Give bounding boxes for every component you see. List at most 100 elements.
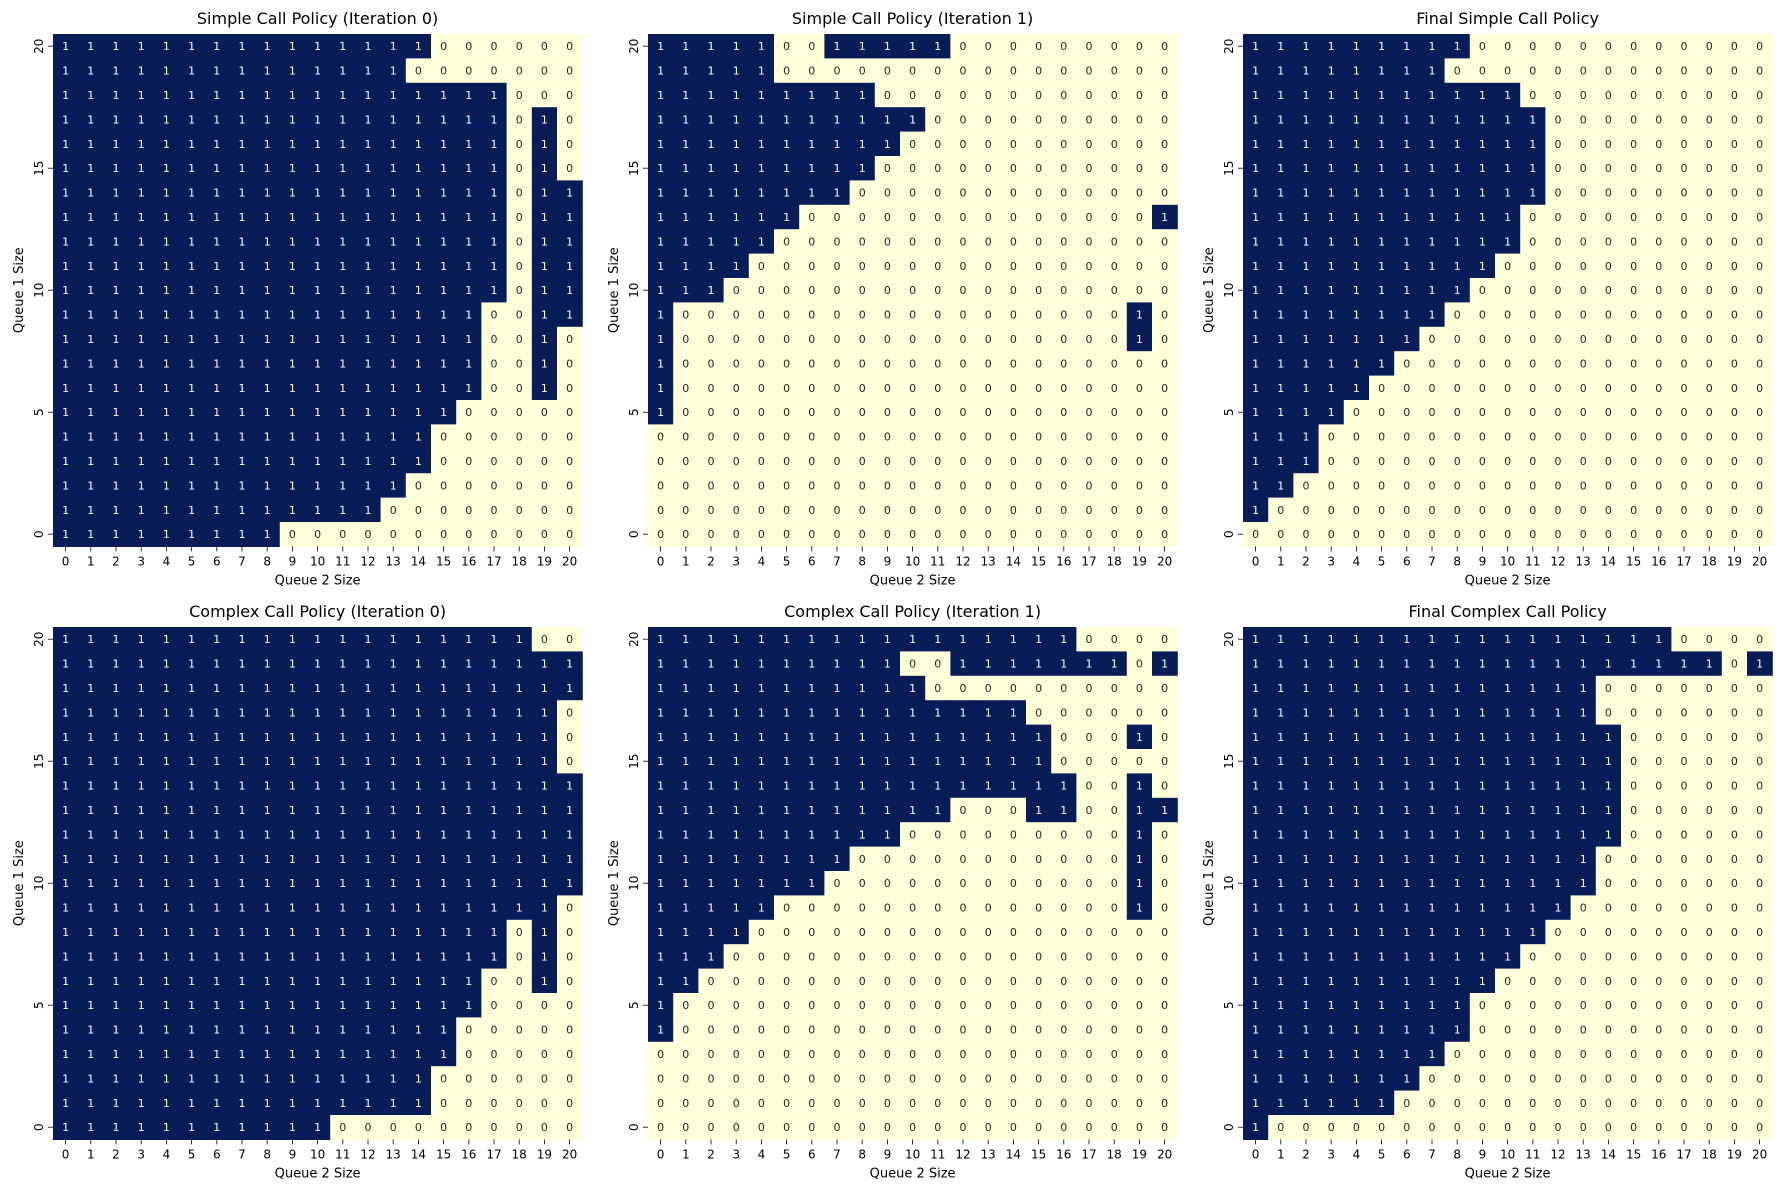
cell-annotation: 1 <box>239 211 246 224</box>
cell-annotation: 0 <box>682 1097 689 1110</box>
cell-annotation: 1 <box>188 89 195 102</box>
cell-annotation: 0 <box>1161 1121 1168 1134</box>
cell-annotation: 1 <box>1353 187 1360 200</box>
cell-annotation: 1 <box>758 877 765 890</box>
cell-annotation: 1 <box>138 504 145 517</box>
x-tick-label: 13 <box>981 554 996 568</box>
cell-annotation: 0 <box>1706 284 1713 297</box>
cell-annotation: 1 <box>62 706 69 719</box>
cell-annotation: 0 <box>1060 1024 1067 1037</box>
x-tick-label: 10 <box>905 554 920 568</box>
cell-annotation: 0 <box>1529 406 1536 419</box>
cell-annotation: 1 <box>657 211 664 224</box>
cell-annotation: 0 <box>1161 309 1168 322</box>
cell-annotation: 0 <box>1630 406 1637 419</box>
cell-annotation: 1 <box>541 260 548 273</box>
cell-annotation: 0 <box>808 357 815 370</box>
cell-annotation: 1 <box>758 755 765 768</box>
cell-annotation: 0 <box>1136 65 1143 78</box>
cell-annotation: 0 <box>1136 187 1143 200</box>
cell-annotation: 1 <box>138 65 145 78</box>
cell-annotation: 1 <box>87 113 94 126</box>
cell-annotation: 1 <box>213 780 220 793</box>
cell-annotation: 1 <box>390 113 397 126</box>
heatmap-cell <box>78 82 104 108</box>
cell-annotation: 0 <box>1111 999 1118 1012</box>
cell-annotation: 1 <box>1403 284 1410 297</box>
cell-annotation: 0 <box>834 926 841 939</box>
x-tick-label: 8 <box>263 554 271 568</box>
cell-annotation: 0 <box>1010 1024 1017 1037</box>
cell-annotation: 1 <box>138 431 145 444</box>
cell-annotation: 0 <box>566 504 573 517</box>
cell-annotation: 1 <box>138 211 145 224</box>
cell-annotation: 1 <box>365 926 372 939</box>
x-tick-label: 7 <box>238 1147 246 1161</box>
cell-annotation: 0 <box>1161 877 1168 890</box>
cell-annotation: 1 <box>264 162 271 175</box>
cell-annotation: 0 <box>1605 455 1612 468</box>
cell-annotation: 1 <box>758 658 765 671</box>
cell-annotation: 0 <box>440 65 447 78</box>
cell-annotation: 1 <box>314 658 321 671</box>
cell-annotation: 1 <box>314 975 321 988</box>
cell-annotation: 1 <box>113 211 120 224</box>
cell-annotation: 0 <box>960 211 967 224</box>
cell-annotation: 0 <box>1060 89 1067 102</box>
cell-annotation: 0 <box>1580 382 1587 395</box>
y-axis-label: Queue 1 Size <box>1202 247 1217 333</box>
cell-annotation: 0 <box>1136 40 1143 53</box>
cell-annotation: 1 <box>138 187 145 200</box>
cell-annotation: 0 <box>1731 528 1738 541</box>
cell-annotation: 0 <box>1630 162 1637 175</box>
cell-annotation: 1 <box>415 682 422 695</box>
cell-annotation: 0 <box>1655 382 1662 395</box>
cell-annotation: 1 <box>138 309 145 322</box>
cell-annotation: 0 <box>1010 975 1017 988</box>
cell-annotation: 0 <box>516 926 523 939</box>
cell-annotation: 1 <box>541 682 548 695</box>
y-tick-label: 15 <box>32 161 46 176</box>
cell-annotation: 0 <box>960 284 967 297</box>
heatmap-cell <box>279 107 306 133</box>
cell-annotation: 1 <box>213 504 220 517</box>
cell-annotation: 1 <box>163 950 170 963</box>
cell-annotation: 1 <box>682 926 689 939</box>
cell-annotation: 1 <box>314 1024 321 1037</box>
cell-annotation: 1 <box>113 1121 120 1134</box>
cell-annotation: 1 <box>339 633 346 646</box>
cell-annotation: 1 <box>1277 382 1284 395</box>
cell-annotation: 0 <box>1529 357 1536 370</box>
cell-annotation: 1 <box>657 926 664 939</box>
cell-annotation: 0 <box>1429 382 1436 395</box>
cell-annotation: 1 <box>138 455 145 468</box>
x-tick-label: 13 <box>1576 554 1591 568</box>
cell-annotation: 1 <box>289 853 296 866</box>
heatmap-cell <box>279 156 306 181</box>
cell-annotation: 1 <box>566 284 573 297</box>
cell-annotation: 1 <box>138 40 145 53</box>
cell-annotation: 0 <box>516 382 523 395</box>
cell-annotation: 0 <box>1161 357 1168 370</box>
cell-annotation: 0 <box>1161 455 1168 468</box>
cell-annotation: 1 <box>62 658 69 671</box>
heatmap-cell <box>405 204 432 230</box>
cell-annotation: 1 <box>163 1097 170 1110</box>
cell-annotation: 0 <box>960 162 967 175</box>
cell-annotation: 0 <box>541 1121 548 1134</box>
cell-annotation: 1 <box>87 479 94 492</box>
cell-annotation: 0 <box>884 455 891 468</box>
heatmap-cell <box>78 278 104 303</box>
heatmap-cell <box>229 253 256 279</box>
cell-annotation: 1 <box>491 780 498 793</box>
cell-annotation: 1 <box>465 828 472 841</box>
heatmap-cell <box>153 131 180 157</box>
cell-annotation: 1 <box>1454 633 1461 646</box>
cell-annotation: 0 <box>934 528 941 541</box>
x-tick-label: 5 <box>188 554 196 568</box>
heatmap-cell <box>531 229 558 255</box>
cell-annotation: 1 <box>708 902 715 915</box>
cell-annotation: 1 <box>314 706 321 719</box>
cell-annotation: 1 <box>708 162 715 175</box>
cell-annotation: 1 <box>657 187 664 200</box>
